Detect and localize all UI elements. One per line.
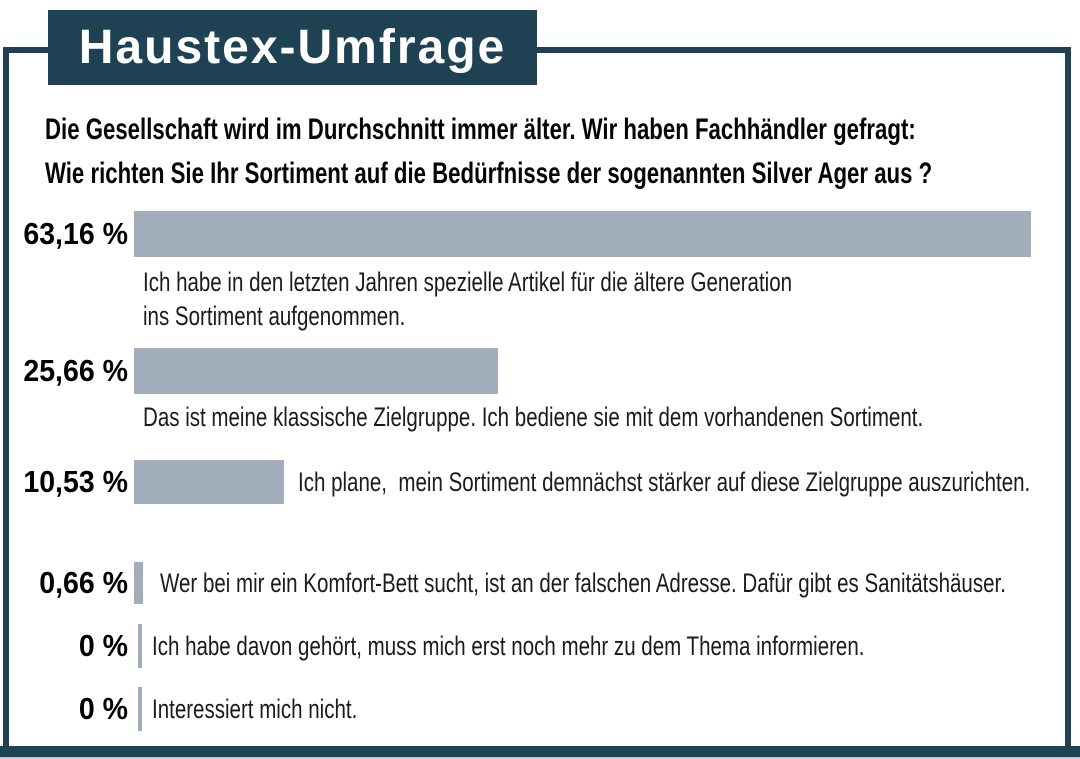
percent-label: 0 % (78, 628, 128, 663)
answer-text: Ich habe in den letzten Jahren spezielle… (143, 265, 997, 333)
percent-label: 0 % (78, 691, 128, 726)
answer-line-1: Ich habe davon gehört, muss mich erst no… (152, 630, 865, 661)
percent-label: 25,66 % (23, 353, 128, 388)
survey-question: Die Gesellschaft wird im Durchschnitt im… (45, 108, 1080, 196)
page-title: Haustex-Umfrage (78, 21, 507, 74)
answer-line-1: Ich habe in den letzten Jahren spezielle… (143, 267, 793, 297)
result-bar (134, 460, 284, 504)
result-bar (138, 624, 142, 668)
answer-line-1: Ich plane, mein Sortiment demnächst stär… (298, 466, 1031, 497)
title-plate: Haustex-Umfrage (48, 10, 537, 85)
answer-line-1: Wer bei mir ein Komfort-Bett sucht, ist … (160, 567, 1006, 598)
result-bar (134, 211, 1031, 257)
result-bar (138, 687, 142, 731)
percent-label: 63,16 % (23, 216, 128, 251)
result-bar (134, 562, 143, 604)
question-line-1: Die Gesellschaft wird im Durchschnitt im… (45, 113, 916, 146)
answer-text: Ich habe davon gehört, muss mich erst no… (152, 624, 1080, 668)
question-line-2: Wie richten Sie Ihr Sortiment auf die Be… (45, 157, 933, 190)
answer-text: Wer bei mir ein Komfort-Bett sucht, ist … (160, 562, 1080, 604)
answer-text: Interessiert mich nicht. (152, 687, 422, 731)
bottom-border-band (0, 746, 1080, 757)
answer-line-2: ins Sortiment aufgenommen. (143, 301, 406, 331)
percent-label: 10,53 % (23, 464, 128, 499)
outer-frame (3, 47, 1071, 746)
answer-line-1: Interessiert mich nicht. (152, 693, 358, 724)
answer-line-1: Das ist meine klassische Zielgruppe. Ich… (143, 402, 924, 432)
percent-label: 0,66 % (39, 565, 128, 600)
result-bar (134, 348, 498, 394)
answer-text: Ich plane, mein Sortiment demnächst stär… (298, 460, 1080, 504)
answer-text: Das ist meine klassische Zielgruppe. Ich… (143, 400, 1080, 434)
bottom-edge-line (0, 757, 1080, 759)
